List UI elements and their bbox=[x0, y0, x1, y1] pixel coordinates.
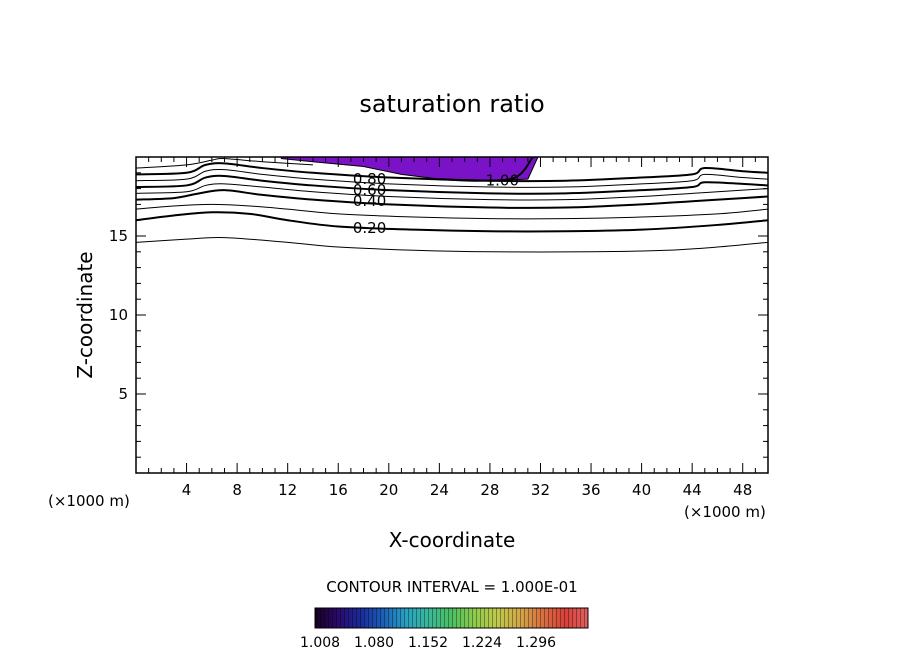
colorbar-stripes bbox=[315, 608, 588, 628]
plot-area bbox=[136, 157, 768, 253]
contour-line-1 bbox=[439, 157, 534, 182]
contour-line-0-6 bbox=[136, 174, 768, 195]
colorbar: 1.008 1.080 1.152 1.224 1.296 bbox=[300, 607, 589, 651]
x-axis-label: X-coordinate bbox=[389, 528, 516, 552]
contour-line-0-2 bbox=[136, 211, 768, 233]
x-tick-label: 4 bbox=[182, 481, 192, 499]
x-tick-label: 12 bbox=[278, 481, 297, 499]
x-tick-label: 32 bbox=[531, 481, 550, 499]
colorbar-tick-label: 1.008 bbox=[300, 635, 340, 651]
contour-label: 0.20 bbox=[353, 219, 386, 237]
contour-label: 0.60 bbox=[353, 181, 386, 199]
x-tick-label: 40 bbox=[632, 481, 651, 499]
contour-lines-layer bbox=[136, 157, 768, 253]
contour-line-0-1 bbox=[136, 236, 768, 253]
contour-line-0-4 bbox=[136, 189, 768, 209]
x-tick-label: 20 bbox=[379, 481, 398, 499]
colorbar-tick-label: 1.224 bbox=[462, 635, 502, 651]
x-unit-left: (×1000 m) bbox=[48, 492, 130, 510]
contour-line-0-9 bbox=[136, 158, 313, 169]
y-axis-label: Z-coordinate bbox=[73, 251, 97, 378]
contour-line-0-7 bbox=[136, 168, 768, 188]
contour-interval-text: CONTOUR INTERVAL = 1.000E-01 bbox=[326, 578, 577, 596]
y-tick-label: 15 bbox=[109, 227, 128, 245]
supersaturated-region bbox=[280, 157, 539, 182]
contour-line-0-3 bbox=[136, 203, 768, 220]
x-tick-label: 36 bbox=[581, 481, 600, 499]
contour-label: 0.40 bbox=[353, 192, 386, 210]
contour-label: 1.00 bbox=[486, 172, 519, 190]
colorbar-tick-label: 1.296 bbox=[516, 635, 556, 651]
shaded-region-layer bbox=[280, 157, 539, 182]
colorbar-frame bbox=[314, 607, 589, 629]
contour-label: 0.80 bbox=[353, 170, 386, 188]
colorbar-tick-label: 1.152 bbox=[408, 635, 448, 651]
x-tick-label: 48 bbox=[733, 481, 752, 499]
chart-title: saturation ratio bbox=[359, 90, 544, 118]
x-tick-label: 16 bbox=[329, 481, 348, 499]
x-unit-right: (×1000 m) bbox=[684, 503, 766, 521]
y-tick-label: 5 bbox=[118, 385, 128, 403]
colorbar-tick-label: 1.080 bbox=[354, 635, 394, 651]
x-tick-label: 44 bbox=[683, 481, 702, 499]
contour-line-0-5 bbox=[136, 183, 768, 201]
plot-frame bbox=[135, 156, 769, 474]
contour-labels-layer: 0.800.600.40 0.20 1.00 bbox=[353, 170, 519, 237]
y-tick-label: 10 bbox=[109, 306, 128, 324]
x-tick-label: 8 bbox=[232, 481, 242, 499]
x-tick-label: 28 bbox=[480, 481, 499, 499]
x-tick-label: 24 bbox=[430, 481, 449, 499]
colorbar-tick-labels: 1.008 1.080 1.152 1.224 1.296 bbox=[300, 635, 556, 651]
